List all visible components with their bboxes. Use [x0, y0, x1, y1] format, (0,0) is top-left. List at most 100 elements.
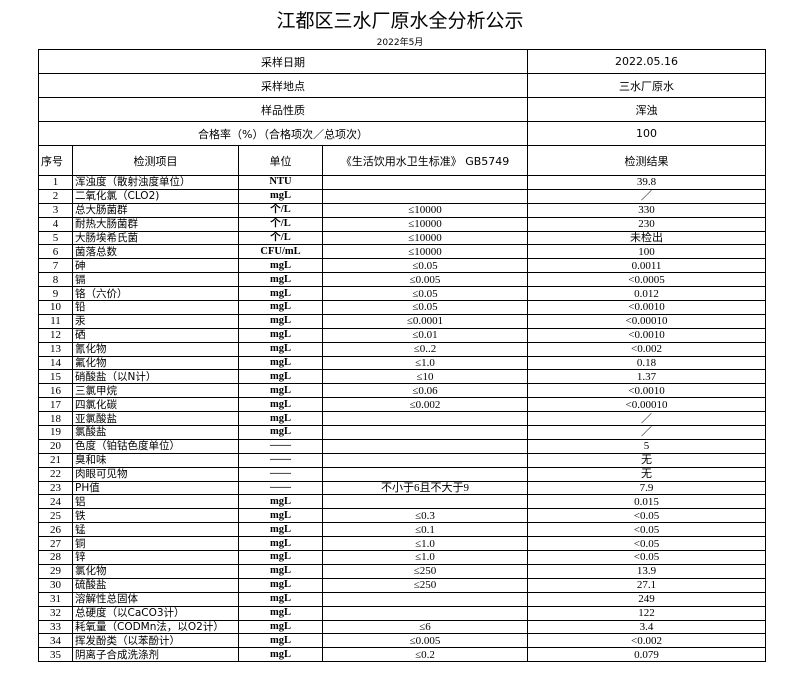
- table-row: 10 铅 mgL ≤0.05 <0.0010: [38, 300, 766, 315]
- summary-value: 2022.05.16: [527, 49, 766, 74]
- serial-cell: 25: [38, 508, 73, 524]
- serial-cell: 27: [38, 536, 73, 552]
- standard-cell: ≤0.2: [322, 647, 528, 663]
- standard-cell: [322, 425, 528, 440]
- header-standard: 《生活饮用水卫生标准》 GB5749: [322, 145, 528, 176]
- serial-cell: 30: [38, 577, 73, 593]
- result-cell: <0.00010: [527, 397, 766, 413]
- summary-value: 100: [527, 121, 766, 146]
- table-row: 5 大肠埃希氏菌 个/L ≤10000 未检出: [38, 230, 766, 246]
- item-cell: 汞: [72, 313, 239, 329]
- standard-cell: ≤1.0: [322, 536, 528, 552]
- item-cell: 四氯化碳: [72, 397, 239, 413]
- result-cell: 7.9: [527, 480, 766, 496]
- serial-cell: 12: [38, 327, 73, 343]
- result-cell: <0.0005: [527, 272, 766, 288]
- unit-cell: mgL: [238, 272, 323, 288]
- serial-cell: 11: [38, 313, 73, 329]
- table-row: 4 耐热大肠菌群 个/L ≤10000 230: [38, 216, 766, 232]
- item-cell: 臭和味: [72, 452, 239, 468]
- item-cell: 大肠埃希氏菌: [72, 230, 239, 246]
- serial-cell: 7: [38, 258, 73, 274]
- summary-value: 浑浊: [527, 97, 766, 122]
- result-cell: <0.05: [527, 522, 766, 538]
- standard-cell: ≤0.0001: [322, 313, 528, 329]
- result-cell: 100: [527, 244, 766, 260]
- standard-cell: [322, 494, 528, 510]
- table-row: 22 肉眼可见物 —— 无: [38, 466, 766, 482]
- serial-cell: 10: [38, 300, 73, 315]
- table-row: 12 硒 mgL ≤0.01 <0.0010: [38, 327, 766, 343]
- result-cell: <0.05: [527, 536, 766, 552]
- standard-cell: ≤0.1: [322, 522, 528, 538]
- standard-cell: ≤1.0: [322, 355, 528, 371]
- summary-row-pass-rate: 合格率（%）（合格项次／总项次） 100: [38, 121, 766, 146]
- table-row: 24 铝 mgL 0.015: [38, 494, 766, 510]
- serial-cell: 18: [38, 411, 73, 427]
- standard-cell: ≤0.01: [322, 327, 528, 343]
- standard-cell: [322, 438, 528, 454]
- standard-cell: [322, 466, 528, 482]
- result-cell: <0.05: [527, 550, 766, 565]
- table-row: 23 PH值 —— 不小于6且不大于9 7.9: [38, 480, 766, 496]
- unit-cell: ——: [238, 452, 323, 468]
- result-cell: <0.05: [527, 508, 766, 524]
- result-cell: 0.015: [527, 494, 766, 510]
- unit-cell: mgL: [238, 508, 323, 524]
- table-row: 25 铁 mgL ≤0.3 <0.05: [38, 508, 766, 524]
- table-row: 20 色度（铂钴色度单位） —— 5: [38, 438, 766, 454]
- serial-cell: 28: [38, 550, 73, 565]
- standard-cell: 不小于6且不大于9: [322, 480, 528, 496]
- item-cell: 溶解性总固体: [72, 591, 239, 607]
- item-cell: 氯化物: [72, 563, 239, 579]
- table-row: 1 浑浊度（散射浊度单位） NTU 39.8: [38, 175, 766, 190]
- result-cell: 0.0011: [527, 258, 766, 274]
- standard-cell: ≤250: [322, 577, 528, 593]
- item-cell: 氰化物: [72, 341, 239, 357]
- unit-cell: mgL: [238, 605, 323, 621]
- summary-value: 三水厂原水: [527, 73, 766, 98]
- serial-cell: 5: [38, 230, 73, 246]
- table-row: 34 挥发酚类（以苯酚计） mgL ≤0.005 <0.002: [38, 633, 766, 649]
- item-cell: 挥发酚类（以苯酚计）: [72, 633, 239, 649]
- table-row: 9 铬（六价） mgL ≤0.05 0.012: [38, 286, 766, 302]
- table-row: 33 耗氧量（CODMn法，以O2计） mgL ≤6 3.4: [38, 619, 766, 635]
- unit-cell: mgL: [238, 494, 323, 510]
- table-row: 30 硫酸盐 mgL ≤250 27.1: [38, 577, 766, 593]
- unit-cell: mgL: [238, 188, 323, 204]
- standard-cell: ≤0.05: [322, 286, 528, 302]
- standard-cell: [322, 452, 528, 468]
- table-row: 7 砷 mgL ≤0.05 0.0011: [38, 258, 766, 274]
- standard-cell: [322, 591, 528, 607]
- table-row: 32 总硬度（以CaCO3计） mgL 122: [38, 605, 766, 621]
- serial-cell: 33: [38, 619, 73, 635]
- result-cell: <0.0010: [527, 327, 766, 343]
- header-serial: 序号: [38, 145, 73, 176]
- standard-cell: [322, 411, 528, 427]
- item-cell: 铁: [72, 508, 239, 524]
- unit-cell: mgL: [238, 313, 323, 329]
- result-cell: 13.9: [527, 563, 766, 579]
- serial-cell: 14: [38, 355, 73, 371]
- item-cell: 耗氧量（CODMn法，以O2计）: [72, 619, 239, 635]
- serial-cell: 34: [38, 633, 73, 649]
- item-cell: PH值: [72, 480, 239, 496]
- result-cell: 27.1: [527, 577, 766, 593]
- unit-cell: mgL: [238, 577, 323, 593]
- standard-cell: ≤10000: [322, 244, 528, 260]
- result-cell: 未检出: [527, 230, 766, 246]
- unit-cell: mgL: [238, 647, 323, 663]
- item-cell: 砷: [72, 258, 239, 274]
- unit-cell: mgL: [238, 258, 323, 274]
- serial-cell: 4: [38, 216, 73, 232]
- analysis-table: 采样日期 2022.05.16 采样地点 三水厂原水 样品性质 浑浊 合格率（%…: [38, 49, 766, 663]
- summary-label: 合格率（%）（合格项次／总项次）: [38, 121, 528, 146]
- table-row: 18 亚氯酸盐 mgL ／: [38, 411, 766, 427]
- unit-cell: ——: [238, 466, 323, 482]
- table-row: 26 锰 mgL ≤0.1 <0.05: [38, 522, 766, 538]
- result-cell: <0.002: [527, 341, 766, 357]
- result-cell: 1.37: [527, 369, 766, 385]
- unit-cell: mgL: [238, 425, 323, 440]
- table-row: 8 镉 mgL ≤0.005 <0.0005: [38, 272, 766, 288]
- result-cell: 0.079: [527, 647, 766, 663]
